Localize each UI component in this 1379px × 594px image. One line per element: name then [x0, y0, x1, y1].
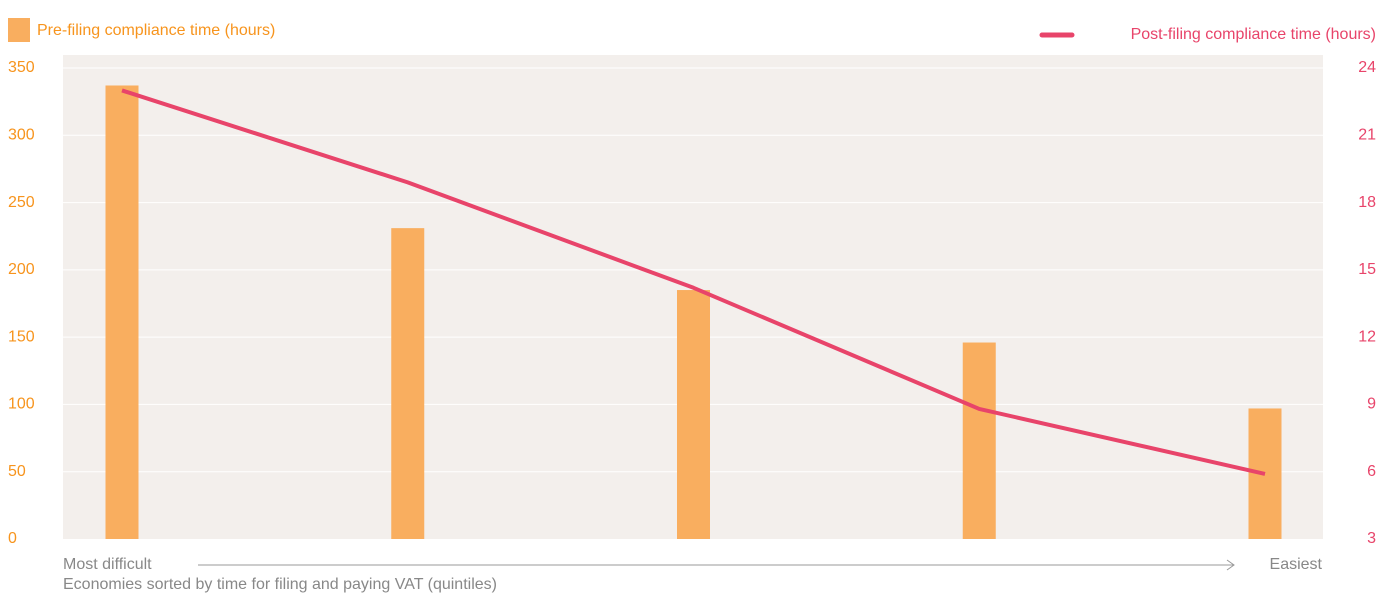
y-tick-label: 50 [8, 463, 26, 480]
bar [677, 290, 710, 539]
x-axis-label: Economies sorted by time for filing and … [63, 576, 497, 593]
y-tick-label: 100 [8, 396, 35, 413]
legend-label: Post-filing compliance time (hours) [1131, 26, 1376, 43]
y-tick-label: 0 [8, 530, 17, 547]
x-end-label: Easiest [1270, 556, 1323, 573]
y-tick-label: 250 [8, 194, 35, 211]
legend-swatch [8, 18, 30, 42]
y2-tick-label: 15 [1358, 261, 1376, 278]
y2-tick-label: 12 [1358, 328, 1376, 345]
y2-tick-label: 18 [1358, 194, 1376, 211]
y-tick-label: 200 [8, 261, 35, 278]
y2-tick-label: 9 [1367, 396, 1376, 413]
bar [962, 342, 996, 539]
y2-tick-label: 3 [1367, 530, 1376, 547]
legend-label: Pre-filing compliance time (hours) [37, 22, 275, 39]
y-tick-label: 350 [8, 59, 35, 76]
line [121, 88, 1266, 476]
bar [391, 228, 425, 539]
x-start-label: Most difficult [63, 556, 152, 573]
y2-tick-label: 21 [1358, 127, 1376, 144]
y-tick-label: 300 [8, 127, 35, 144]
bar [105, 85, 139, 539]
y-tick-label: 150 [8, 328, 35, 345]
y2-tick-label: 6 [1367, 463, 1376, 480]
x-arrow-head [1226, 559, 1235, 571]
y2-tick-label: 24 [1358, 59, 1376, 76]
